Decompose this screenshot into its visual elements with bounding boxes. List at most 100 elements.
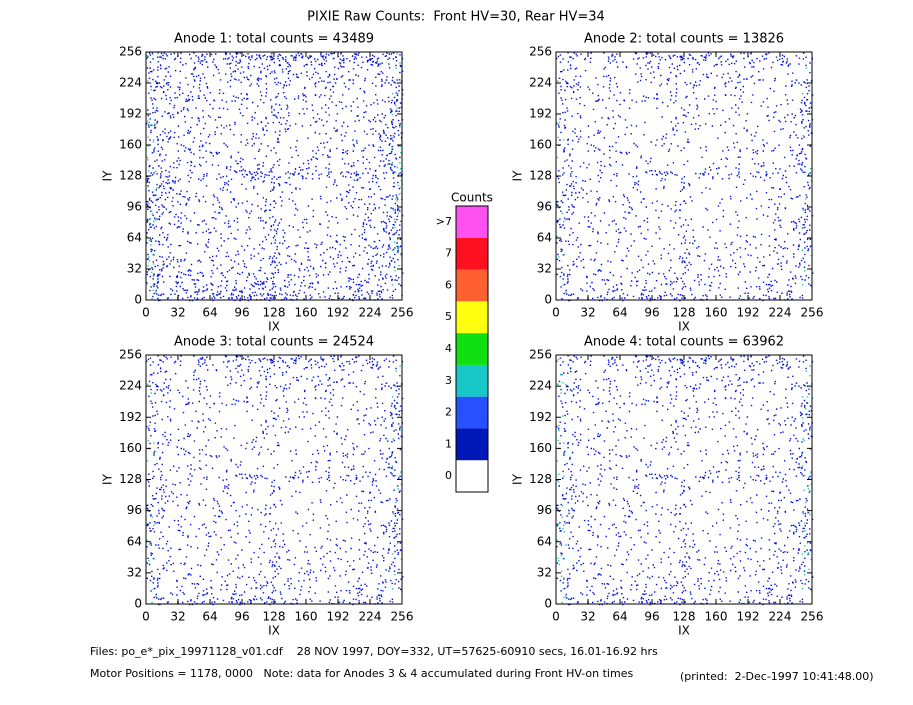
y-tick-label: 224 [119,76,142,90]
colorbar-cell [456,364,488,397]
x-tick-label: 0 [142,306,150,320]
colorbar-label: 1 [445,437,452,450]
y-tick-label: 160 [529,138,552,152]
y-tick-label: 224 [119,379,142,393]
y-tick-label: 192 [529,410,552,424]
x-tick-label: 224 [359,306,382,320]
x-tick-label: 64 [202,306,217,320]
x-tick-label: 224 [359,610,382,624]
y-tick-label: 160 [119,138,142,152]
count-texture [556,355,814,606]
y-tick-label: 224 [529,379,552,393]
colorbar-label: 0 [445,469,452,482]
x-tick-label: 96 [644,610,659,624]
plot-frame [555,51,813,301]
x-tick-label: 64 [612,306,627,320]
y-tick-label: 256 [529,45,552,59]
x-tick-label: 0 [552,610,560,624]
y-tick-label: 96 [127,200,142,214]
x-tick-label: 128 [263,610,286,624]
colorbar-cell [456,269,488,302]
x-tick-label: 32 [170,610,185,624]
y-tick-label: 64 [537,231,552,245]
count-texture [556,52,814,302]
plot-frame [145,51,403,301]
x-tick-label: 0 [142,610,150,624]
colorbar-cell [456,237,488,270]
colorbar-label: 6 [445,278,452,291]
x-tick-label: 128 [673,610,696,624]
x-tick-label: 32 [580,306,595,320]
colorbar-cell [456,396,488,429]
x-tick-label: 192 [327,610,350,624]
y-axis-label: IY [511,170,525,182]
panel-title: Anode 4: total counts = 63962 [584,335,784,350]
x-tick-label: 160 [295,306,318,320]
colorbar-cell [456,460,488,492]
x-tick-label: 256 [801,306,824,320]
x-tick-label: 160 [705,610,728,624]
y-tick-label: 224 [529,76,552,90]
colorbar-cell [456,206,488,238]
x-tick-label: 32 [170,306,185,320]
colorbar-frame [455,205,489,493]
main-title: PIXIE Raw Counts: Front HV=30, Rear HV=3… [307,10,605,25]
y-tick-label: 0 [544,293,552,307]
y-tick-label: 0 [544,597,552,611]
y-tick-label: 64 [127,231,142,245]
x-tick-label: 160 [705,306,728,320]
x-tick-label: 96 [234,610,249,624]
y-tick-label: 128 [529,472,552,486]
x-tick-label: 192 [737,610,760,624]
x-tick-label: 256 [391,306,414,320]
x-axis-label: IX [268,624,280,638]
x-tick-label: 32 [580,610,595,624]
footer-line: Files: po_e*_pix_19971128_v01.cdf 28 NOV… [90,645,658,658]
colorbar-label: 5 [445,310,452,323]
y-tick-label: 192 [119,107,142,121]
y-tick-label: 256 [529,348,552,362]
x-axis-label: IX [268,320,280,334]
colorbar-label: >7 [436,215,452,228]
x-tick-label: 192 [737,306,760,320]
count-texture [146,355,404,606]
colorbar-cell [456,333,488,365]
x-tick-label: 96 [234,306,249,320]
colorbar-cell [456,428,488,461]
colorbar-label: 3 [445,374,452,387]
panel-title: Anode 2: total counts = 13826 [584,32,784,47]
x-axis-label: IX [678,624,690,638]
colorbar-title: Counts [451,191,493,205]
x-tick-label: 128 [673,306,696,320]
x-tick-label: 192 [327,306,350,320]
y-tick-label: 192 [119,410,142,424]
y-axis-label: IY [101,473,115,485]
y-tick-label: 192 [529,107,552,121]
y-tick-label: 96 [127,503,142,517]
y-tick-label: 256 [119,45,142,59]
y-tick-label: 160 [119,441,142,455]
x-tick-label: 0 [552,306,560,320]
colorbar-cell [456,301,488,334]
y-tick-label: 64 [537,534,552,548]
y-tick-label: 0 [134,597,142,611]
x-tick-label: 256 [801,610,824,624]
x-axis-label: IX [678,320,690,334]
x-tick-label: 224 [769,610,792,624]
y-axis-label: IY [511,473,525,485]
panel-title: Anode 1: total counts = 43489 [174,32,374,47]
y-tick-label: 128 [529,169,552,183]
y-tick-label: 96 [537,200,552,214]
panel-title: Anode 3: total counts = 24524 [174,335,374,350]
plot-frame [145,354,403,605]
footer-line: Motor Positions = 1178, 0000 Note: data … [90,667,633,680]
colorbar-label: 4 [445,342,452,355]
y-tick-label: 32 [537,565,552,579]
printed-date: (printed: 2-Dec-1997 10:41:48.00) [680,670,874,683]
y-tick-label: 32 [537,262,552,276]
plot-frame [555,354,813,605]
x-tick-label: 128 [263,306,286,320]
x-tick-label: 224 [769,306,792,320]
x-tick-label: 160 [295,610,318,624]
